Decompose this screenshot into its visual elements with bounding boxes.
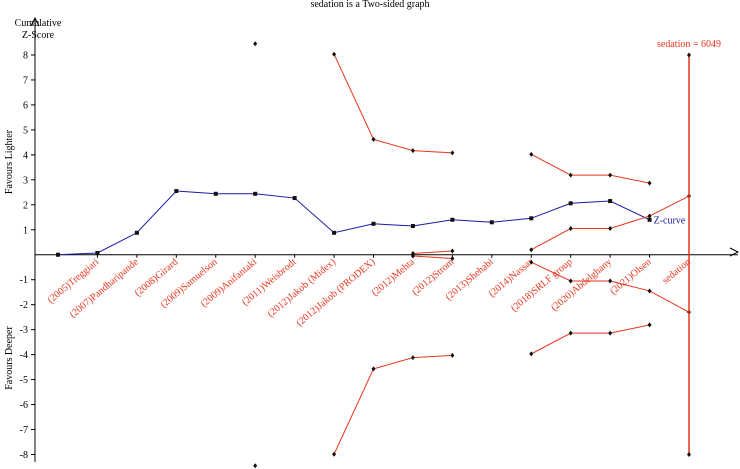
point — [450, 255, 455, 261]
point — [568, 172, 573, 178]
point — [332, 51, 337, 57]
y-tick-label: -1 — [20, 275, 28, 286]
x-tick-label: (2007)Pandharipande — [68, 256, 141, 320]
point — [529, 259, 534, 265]
point — [253, 463, 258, 469]
y-tick-label: -8 — [20, 450, 28, 461]
point — [529, 151, 534, 157]
point — [213, 191, 218, 196]
y-tick-label: -2 — [20, 300, 28, 311]
x-tick-label: (2021)Olsen — [608, 257, 653, 298]
x-tick-label: (2012)Jakob (Midex) — [266, 257, 338, 320]
point — [174, 189, 179, 194]
y-tick-label: 6 — [23, 100, 28, 111]
point — [568, 330, 573, 336]
point — [410, 253, 415, 259]
y-tick-label: 3 — [23, 175, 28, 186]
point — [95, 250, 100, 255]
point — [134, 230, 139, 235]
point — [253, 41, 258, 47]
point — [450, 248, 455, 254]
point — [253, 191, 258, 196]
y-tick-label: -3 — [20, 325, 28, 336]
legend-label: Z-curve — [654, 215, 686, 226]
point — [608, 330, 613, 336]
y-tick-label: -6 — [20, 400, 28, 411]
point — [332, 451, 337, 457]
point — [529, 216, 534, 221]
point — [647, 213, 652, 219]
point — [608, 199, 613, 204]
point — [529, 247, 534, 253]
point — [371, 136, 376, 142]
point — [450, 150, 455, 156]
y-tick-label: 2 — [23, 200, 28, 211]
y-tick-label: 4 — [23, 150, 28, 161]
point — [608, 278, 613, 284]
annotation: Favours Lighter — [4, 129, 15, 194]
point — [608, 226, 613, 232]
point — [529, 351, 534, 357]
y-tick-label: 5 — [23, 125, 28, 136]
point — [292, 196, 297, 201]
series-line — [57, 190, 650, 256]
point — [371, 366, 376, 372]
y-tick-label: -7 — [20, 425, 28, 436]
point — [647, 217, 652, 222]
point — [450, 217, 455, 222]
point — [608, 172, 613, 178]
y-tick-label: 7 — [23, 75, 28, 86]
point — [450, 352, 455, 358]
ris-end — [687, 452, 691, 458]
x-tick-label: sedation — [660, 257, 693, 287]
series-line — [412, 195, 690, 254]
chart-title: sedation is a Two-sided graph — [310, 0, 429, 10]
point — [410, 224, 415, 229]
x-tick-label: (2012)Mehta — [370, 256, 417, 298]
point — [489, 220, 494, 225]
ris-label: sedation = 6049 — [657, 39, 721, 50]
point — [410, 148, 415, 154]
point — [371, 221, 376, 226]
series-line — [333, 54, 650, 184]
point — [332, 230, 337, 235]
y-tick-label: 8 — [23, 50, 28, 61]
annotation: Favours Deeper — [4, 326, 15, 390]
x-tick-label: (2012)Jakob (PRODEX) — [294, 257, 377, 329]
y-tick-label: -5 — [20, 375, 28, 386]
point — [647, 180, 652, 186]
point — [568, 201, 573, 206]
series-line — [333, 324, 650, 455]
point — [568, 278, 573, 284]
y-tick-label: -4 — [20, 350, 28, 361]
point — [410, 355, 415, 361]
point — [56, 252, 60, 257]
point — [568, 226, 573, 232]
ris-end — [687, 52, 691, 58]
y-arrow — [30, 16, 40, 27]
point — [647, 288, 652, 294]
y-tick-label: 1 — [23, 225, 28, 236]
point — [647, 322, 652, 328]
